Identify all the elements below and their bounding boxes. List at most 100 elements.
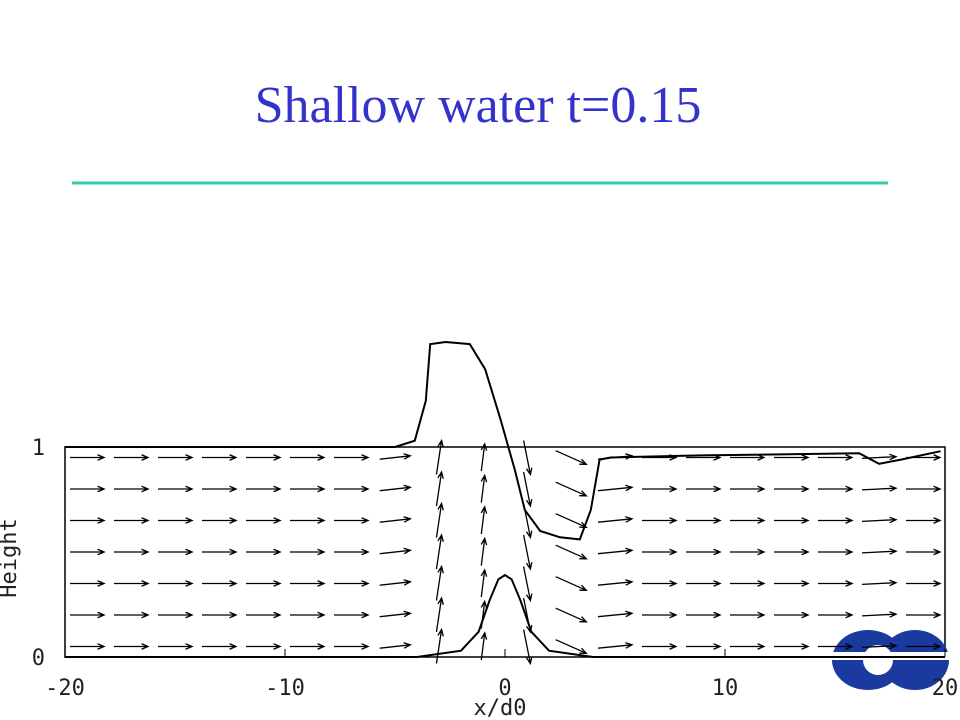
- velocity-arrow: [642, 643, 678, 650]
- velocity-arrow: [861, 548, 898, 555]
- velocity-arrow: [70, 454, 106, 461]
- velocity-arrow: [114, 548, 150, 556]
- velocity-arrow: [379, 642, 412, 649]
- velocity-arrow: [818, 611, 854, 619]
- velocity-arrow: [246, 485, 282, 493]
- x-tick-label: 10: [712, 676, 739, 701]
- velocity-arrow: [334, 643, 370, 650]
- velocity-arrow: [379, 516, 412, 523]
- y-tick-label: 0: [32, 646, 45, 671]
- velocity-arrow: [818, 548, 854, 556]
- velocity-arrow: [70, 548, 106, 556]
- velocity-arrow: [642, 485, 678, 493]
- velocity-arrow: [642, 548, 678, 556]
- slide-title: Shallow water t=0.15: [255, 77, 702, 134]
- velocity-arrow: [114, 580, 150, 587]
- velocity-arrow: [686, 580, 722, 587]
- velocity-arrow: [774, 548, 810, 556]
- velocity-arrow: [555, 639, 588, 654]
- velocity-arrow: [334, 548, 370, 556]
- velocity-arrow: [202, 611, 238, 619]
- velocity-arrow: [906, 548, 942, 556]
- x-tick-label: 20: [932, 676, 959, 701]
- velocity-arrow: [906, 517, 942, 524]
- plot-frame: [64, 446, 946, 658]
- y-tick-label: 1: [32, 436, 45, 461]
- velocity-arrow: [158, 548, 194, 556]
- velocity-arrow: [70, 517, 106, 524]
- velocity-arrow: [774, 611, 810, 619]
- velocity-arrow: [818, 485, 854, 493]
- velocity-arrow: [642, 611, 678, 619]
- velocity-arrow: [555, 481, 588, 497]
- velocity-arrow: [480, 505, 488, 535]
- velocity-arrow: [480, 631, 488, 661]
- velocity-arrow: [202, 454, 238, 461]
- velocity-arrow: [522, 597, 533, 634]
- velocity-arrow: [246, 454, 282, 461]
- velocity-arrow: [480, 536, 488, 566]
- velocity-arrow: [686, 548, 722, 556]
- velocity-arrow: [730, 643, 766, 650]
- velocity-arrow: [555, 513, 588, 528]
- x-tick-label: 0: [498, 676, 511, 701]
- velocity-arrow: [861, 516, 898, 524]
- velocity-arrow: [730, 548, 766, 556]
- velocity-arrow: [202, 643, 238, 650]
- velocity-arrow: [597, 610, 634, 618]
- velocity-arrow: [730, 485, 766, 493]
- velocity-arrow: [290, 548, 326, 556]
- velocity-arrow: [246, 580, 282, 587]
- velocity-arrow: [435, 501, 444, 538]
- velocity-arrow: [246, 548, 282, 556]
- series-line: [65, 573, 945, 658]
- velocity-arrow: [158, 643, 194, 650]
- velocity-arrow: [861, 453, 898, 461]
- velocity-arrow: [686, 517, 722, 524]
- velocity-arrow: [158, 517, 194, 524]
- velocity-arrow: [555, 576, 588, 591]
- velocity-arrow: [246, 517, 282, 524]
- velocity-arrow: [818, 454, 854, 461]
- velocity-arrow: [730, 580, 766, 587]
- velocity-arrow: [246, 611, 282, 619]
- velocity-arrow: [246, 643, 282, 650]
- velocity-arrow: [480, 473, 488, 503]
- y-axis-label: Height: [0, 518, 22, 597]
- velocity-arrow: [202, 517, 238, 524]
- velocity-arrow: [334, 611, 370, 619]
- velocity-arrow: [435, 596, 444, 633]
- velocity-arrow: [522, 471, 533, 508]
- velocity-arrow: [435, 533, 444, 570]
- velocity-arrow: [597, 547, 634, 555]
- velocity-arrow: [379, 453, 412, 460]
- x-tick-label: -10: [265, 676, 305, 701]
- velocity-arrow: [522, 534, 533, 571]
- velocity-arrow: [597, 453, 634, 460]
- velocity-arrow: [730, 517, 766, 524]
- velocity-arrow: [114, 517, 150, 524]
- velocity-arrow: [158, 580, 194, 587]
- velocity-arrow: [334, 454, 370, 461]
- velocity-arrow: [114, 611, 150, 619]
- velocity-arrow: [730, 611, 766, 619]
- velocity-arrow: [774, 580, 810, 587]
- velocity-arrow: [818, 517, 854, 524]
- velocity-arrow: [597, 484, 634, 492]
- velocity-arrow: [522, 503, 533, 540]
- velocity-arrow: [774, 485, 810, 493]
- velocity-arrow: [555, 450, 588, 465]
- velocity-arrow: [290, 485, 326, 493]
- velocity-arrow: [158, 485, 194, 493]
- velocity-arrow: [202, 580, 238, 587]
- velocity-arrow: [642, 580, 678, 587]
- velocity-arrow: [435, 627, 444, 664]
- velocity-arrow: [906, 611, 942, 619]
- velocity-arrow: [379, 484, 412, 492]
- velocity-arrow: [686, 611, 722, 619]
- velocity-arrow: [114, 485, 150, 493]
- x-tick-label: -20: [45, 676, 85, 701]
- velocity-arrow: [480, 442, 488, 472]
- velocity-arrow: [906, 454, 942, 461]
